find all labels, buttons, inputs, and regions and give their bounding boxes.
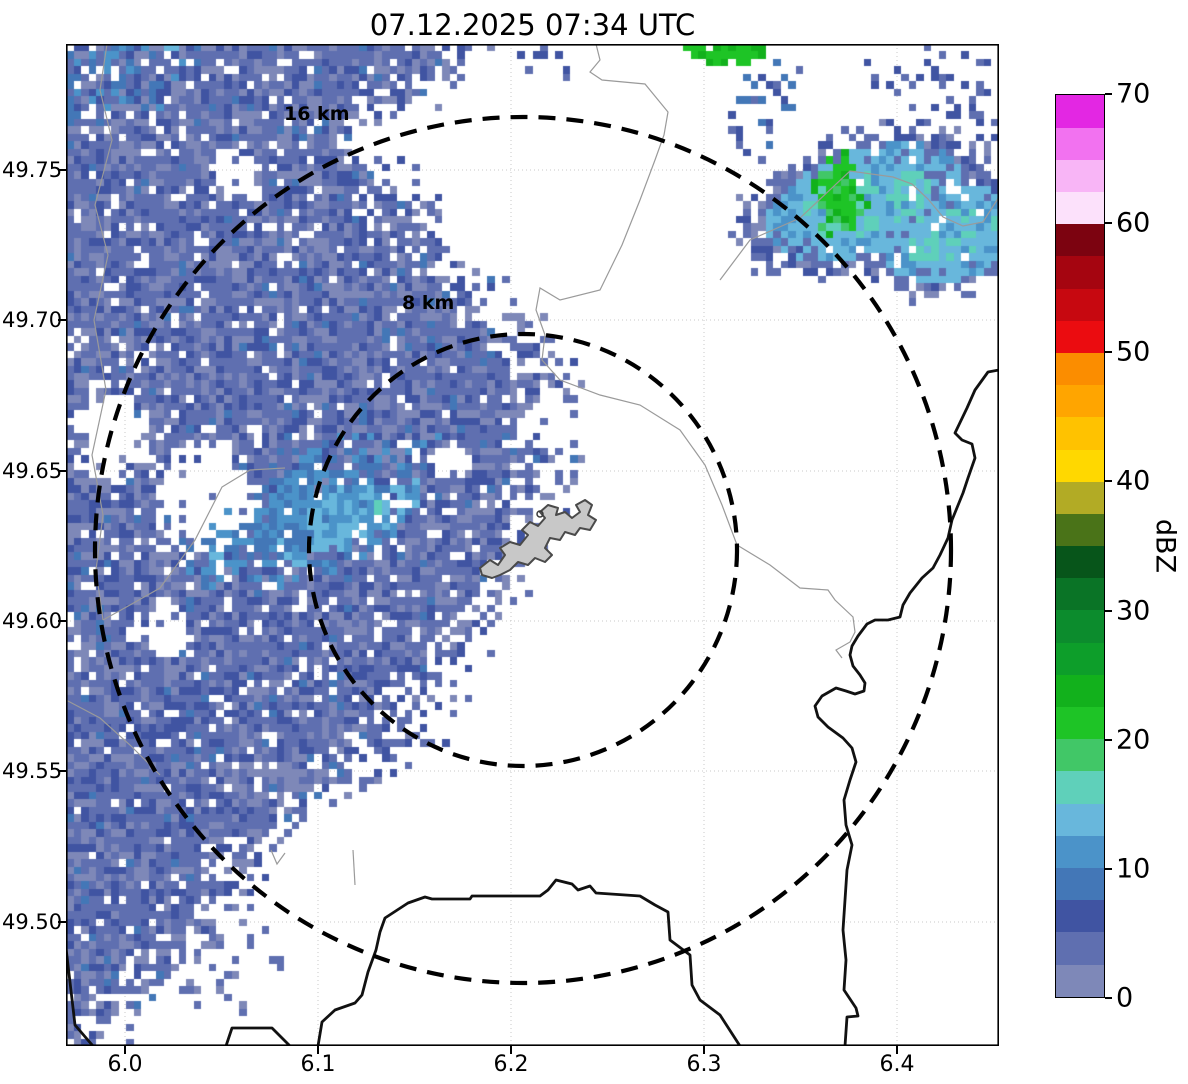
colorbar-segment (1056, 738, 1104, 772)
colorbar-segment (1056, 95, 1104, 128)
admin-boundary (66, 699, 161, 776)
x-tick-label: 6.2 (493, 1052, 529, 1077)
y-tick-mark (58, 319, 66, 321)
colorbar-segment (1056, 545, 1104, 579)
colorbar-tick-label: 0 (1116, 982, 1134, 1014)
y-tick-mark (58, 770, 66, 772)
x-tick-label: 6.1 (300, 1052, 336, 1077)
national-border (813, 368, 999, 1046)
y-tick-label: 49.60 (2, 609, 63, 633)
x-tick-mark (703, 1046, 705, 1054)
colorbar-tick-label: 20 (1116, 724, 1151, 756)
colorbar-segment (1056, 191, 1104, 225)
colorbar-tick-mark (1105, 867, 1112, 870)
plot-area (66, 44, 999, 1046)
colorbar-tick-label: 70 (1116, 78, 1151, 110)
colorbar-segment (1056, 127, 1104, 160)
y-tick-label: 49.70 (2, 308, 63, 332)
colorbar (1055, 94, 1105, 998)
y-tick-mark (58, 470, 66, 472)
plot-border (66, 44, 999, 1046)
colorbar-segment (1056, 931, 1104, 965)
range-ring-8km-label: 8 km (402, 292, 455, 314)
colorbar-segment (1056, 513, 1104, 547)
colorbar-tick-label: 10 (1116, 853, 1151, 885)
colorbar-segment (1056, 481, 1104, 514)
national-border (316, 878, 742, 1046)
colorbar-segment (1056, 416, 1104, 450)
colorbar-tick-label: 60 (1116, 207, 1151, 239)
y-tick-mark (58, 169, 66, 171)
colorbar-segment (1056, 899, 1104, 933)
colorbar-segment (1056, 255, 1104, 289)
colorbar-tick-mark (1105, 997, 1112, 999)
colorbar-segment (1056, 352, 1104, 386)
colorbar-segment (1056, 770, 1104, 804)
x-tick-mark (124, 1046, 126, 1054)
colorbar-tick-label: 30 (1116, 595, 1151, 627)
colorbar-tick-mark (1105, 480, 1112, 483)
y-tick-label: 49.50 (2, 910, 63, 934)
colorbar-segment (1056, 964, 1104, 997)
y-tick-mark (58, 620, 66, 622)
colorbar-segment (1056, 867, 1104, 901)
y-tick-label: 49.75 (2, 158, 63, 182)
colorbar-tick-label: 40 (1116, 465, 1151, 497)
colorbar-segment (1056, 159, 1104, 193)
x-tick-mark (510, 1046, 512, 1054)
y-tick-label: 49.55 (2, 759, 63, 783)
colorbar-segment (1056, 642, 1104, 675)
colorbar-tick-mark (1105, 351, 1112, 354)
x-tick-label: 6.3 (686, 1052, 722, 1077)
admin-boundary (91, 44, 113, 621)
colorbar-tick-mark (1105, 93, 1112, 95)
figure-title: 07.12.2025 07:34 UTC (369, 8, 696, 42)
colorbar-segment (1056, 320, 1104, 353)
colorbar-label: dBZ (1149, 518, 1181, 574)
x-tick-mark (896, 1046, 898, 1054)
city-area-polygon (479, 499, 597, 579)
map-overlay (66, 44, 999, 1046)
national-border (66, 947, 95, 1046)
admin-boundary (270, 849, 286, 866)
colorbar-segment (1056, 609, 1104, 643)
colorbar-segment (1056, 288, 1104, 321)
colorbar-segment (1056, 674, 1104, 707)
admin-boundary (102, 467, 286, 621)
admin-boundary (719, 170, 999, 281)
y-tick-label: 49.65 (2, 459, 63, 483)
x-tick-label: 6.4 (879, 1052, 915, 1077)
colorbar-segment (1056, 449, 1104, 482)
colorbar-segment (1056, 835, 1104, 868)
x-tick-mark (317, 1046, 319, 1054)
colorbar-tick-mark (1105, 738, 1112, 741)
range-ring-16km-label: 16 km (284, 103, 350, 125)
colorbar-tick-mark (1105, 222, 1112, 225)
national-border (224, 1026, 291, 1046)
colorbar-segment (1056, 577, 1104, 611)
colorbar-tick-label: 50 (1116, 336, 1151, 368)
x-tick-label: 6.0 (107, 1052, 143, 1077)
city-inner-mark (536, 510, 544, 518)
colorbar-segment (1056, 803, 1104, 836)
admin-boundary (352, 849, 356, 886)
y-tick-mark (58, 921, 66, 923)
range-ring-16km (92, 114, 954, 986)
admin-boundary (535, 44, 856, 659)
colorbar-segment (1056, 706, 1104, 740)
colorbar-segment (1056, 384, 1104, 418)
colorbar-segment (1056, 223, 1104, 257)
colorbar-tick-mark (1105, 609, 1112, 612)
range-ring-8km (306, 331, 740, 769)
